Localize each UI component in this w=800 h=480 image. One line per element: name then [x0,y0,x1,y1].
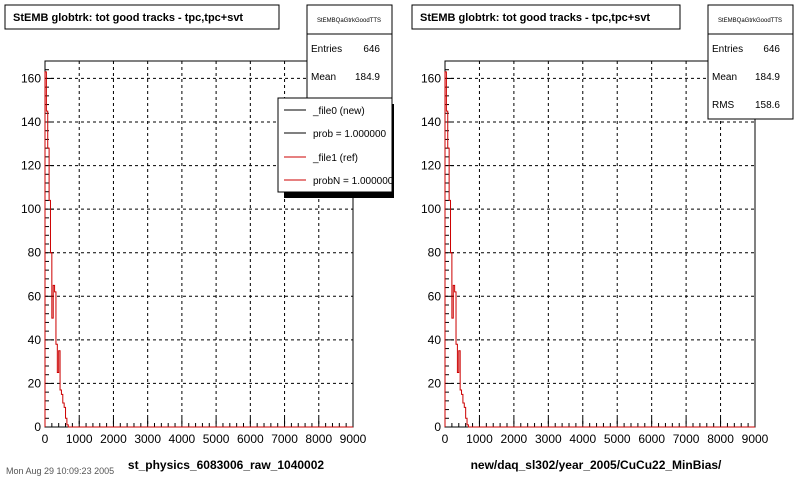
left-y-tick-label: 160 [21,71,41,85]
left-x-tick-label: 2000 [100,432,127,446]
right-stats-box: StEMBQaGtrkGoodTTS Entries 646 Mean 184.… [707,4,794,120]
right-title-box [411,4,681,30]
right-histogram-series [444,71,755,428]
right-y-tick-label: 120 [421,159,441,173]
left-x-tick-label: 8000 [305,432,332,446]
left-y-tick-label: 80 [28,246,42,260]
right-x-tick-label: 9000 [742,432,769,446]
right-x-tick-label: 2000 [501,432,528,446]
right-x-tick-label: 7000 [673,432,700,446]
right-x-axis: 0 1000 2000 3000 4000 5000 6000 7000 8000 9000 [442,418,769,446]
left-x-axis-label: st_physics_6083006_raw_1040002 [128,458,324,472]
left-x-tick-label: 5000 [203,432,230,446]
left-stats-mean-label: Mean [311,72,336,83]
legend-entry-ref: _file1 (ref) [312,153,358,164]
right-x-tick-label: 4000 [569,432,596,446]
right-y-tick-label: 160 [421,71,441,85]
left-stats-mean: 184.9 [355,72,380,83]
right-stats-entries-label: Entries [712,44,743,55]
right-x-tick-label: 6000 [638,432,665,446]
right-stats-entries: 646 [763,44,780,55]
left-x-tick-label: 1000 [66,432,93,446]
timestamp-footer: Mon Aug 29 10:09:23 2005 [6,466,115,476]
left-x-tick-label: 4000 [169,432,196,446]
left-x-tick-label: 7000 [271,432,298,446]
left-title-box [4,4,280,30]
left-y-tick-label: 100 [21,202,41,216]
right-y-tick-label: 80 [428,246,442,260]
legend-box [277,97,393,193]
left-x-tick-label: 6000 [237,432,264,446]
right-y-tick-label: 140 [421,115,441,129]
left-x-axis: 0 1000 2000 3000 4000 5000 6000 7000 8000 9000 [42,418,367,446]
right-x-tick-label: 3000 [535,432,562,446]
right-y-tick-label: 100 [421,202,441,216]
right-x-tick-label: 8000 [707,432,734,446]
left-y-tick-label: 60 [28,289,42,303]
legend-entry-new: _file0 (new) [312,106,365,117]
left-stats-entries-label: Entries [311,44,342,55]
left-y-tick-label: 20 [28,376,42,390]
right-histogram [444,71,755,428]
left-y-tick-label: 140 [21,115,41,129]
left-y-tick-label: 120 [21,159,41,173]
right-panel: StEMB globtrk: tot good tracks - tpc,tpc… [411,4,794,472]
legend-entry-probn: probN = 1.000000 [313,176,394,187]
right-grid [445,61,756,427]
right-y-tick-label: 60 [428,289,442,303]
left-x-tick-label: 0 [42,432,49,446]
right-y-tick-label: 40 [428,333,442,347]
left-stats-name: StEMBQaGtrkGoodTTS [317,18,381,24]
right-stats-rms: 158.6 [755,100,780,111]
right-y-axis: 0 20 40 60 80 100 120 140 160 [421,60,454,434]
right-y-tick-label: 20 [428,376,442,390]
right-y-tick-label: 0 [434,420,441,434]
left-histogram-series [44,71,353,428]
right-x-tick-label: 0 [442,432,449,446]
left-y-tick-label: 0 [34,420,41,434]
legend: _file0 (new) prob = 1.000000 _file1 (ref… [277,97,394,198]
left-y-tick-label: 40 [28,333,42,347]
right-x-axis-label: new/daq_sl302/year_2005/CuCu22_MinBias/ [471,458,722,472]
left-title: StEMB globtrk: tot good tracks - tpc,tpc… [13,12,243,24]
left-y-axis: 0 20 40 60 80 100 120 140 160 [21,60,54,434]
left-x-tick-label: 9000 [340,432,367,446]
left-histogram [44,71,353,428]
right-stats-name: StEMBQaGtrkGoodTTS [718,18,782,24]
right-stats-mean: 184.9 [755,72,780,83]
legend-entry-prob: prob = 1.000000 [313,129,387,140]
right-stats-rms-label: RMS [712,100,735,111]
right-x-tick-label: 5000 [604,432,631,446]
right-title: StEMB globtrk: tot good tracks - tpc,tpc… [420,12,650,24]
right-stats-frame [707,4,794,120]
left-x-tick-label: 3000 [134,432,161,446]
right-stats-mean-label: Mean [712,72,737,83]
right-x-tick-label: 1000 [466,432,493,446]
left-stats-entries: 646 [363,44,380,55]
left-panel: StEMB globtrk: tot good tracks - tpc,tpc… [4,4,394,472]
